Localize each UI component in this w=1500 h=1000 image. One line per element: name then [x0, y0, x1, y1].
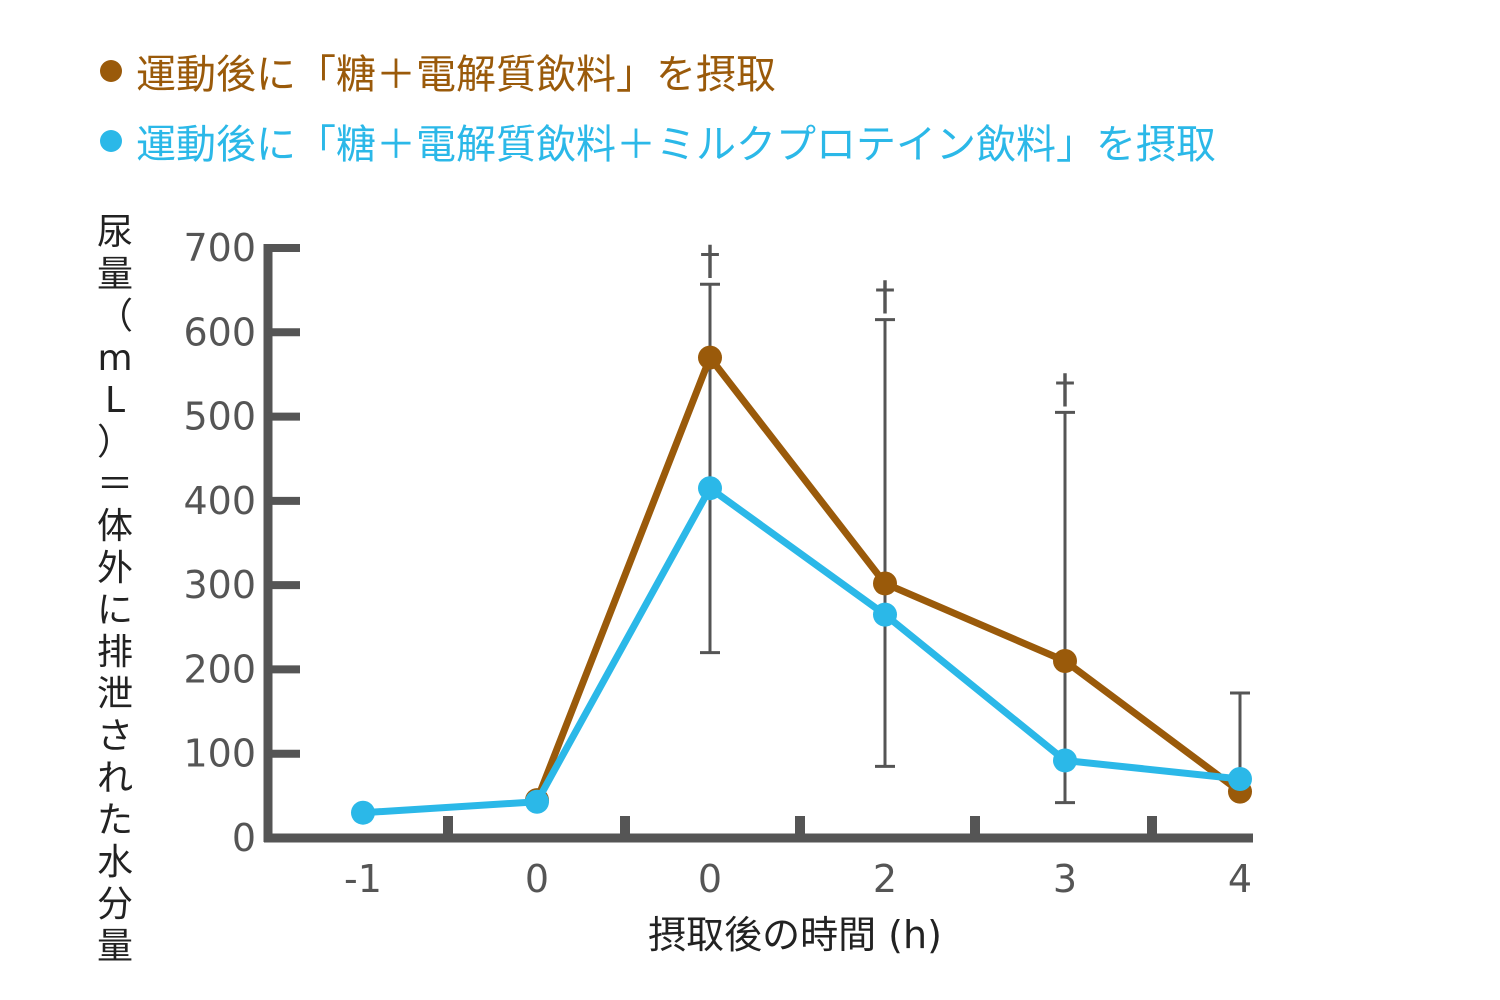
data-point — [525, 789, 549, 814]
data-point — [1228, 767, 1252, 791]
legend-item-milk-protein: 運動後に「糖＋電解質飲料＋ミルクプロテイン飲料」を摂取 — [100, 106, 1216, 176]
y-axis-title-char: 排 — [96, 632, 133, 673]
data-point — [698, 345, 722, 370]
significance-dagger: † — [875, 274, 895, 320]
y-tick-label: 200 — [183, 647, 256, 691]
y-axis-title-char: 量 — [96, 254, 133, 295]
series-line-2 — [362, 484, 1241, 817]
y-axis-title-char: に — [96, 590, 133, 631]
data-point — [873, 602, 897, 627]
y-axis-title-char: 外 — [96, 548, 133, 589]
legend: 運動後に「糖＋電解質飲料」を摂取 運動後に「糖＋電解質飲料＋ミルクプロテイン飲料… — [100, 36, 1216, 176]
y-tick-label: 300 — [183, 563, 256, 607]
data-point — [698, 476, 722, 501]
legend-item-sugar-electrolyte: 運動後に「糖＋電解質飲料」を摂取 — [100, 36, 1216, 106]
y-axis-title-char: L — [104, 380, 126, 421]
y-axis-title-char: 水 — [96, 842, 133, 883]
data-point — [873, 571, 897, 596]
significance-dagger: † — [700, 238, 720, 284]
data-point — [1053, 748, 1077, 773]
y-tick-label: 0 — [232, 816, 256, 860]
y-axis-title-char: ） — [96, 422, 133, 463]
y-axis-title-char: ＝ — [96, 464, 133, 505]
x-tick-label: 0 — [698, 857, 722, 901]
x-tick-label: 3 — [1053, 857, 1077, 901]
y-axis-title-char: 体 — [96, 506, 133, 547]
y-tick-label: 500 — [183, 395, 256, 439]
x-tick-label: 2 — [873, 857, 897, 901]
y-axis-title-char: m — [97, 338, 133, 379]
y-axis-title-char: さ — [96, 716, 133, 757]
y-axis-title-char: た — [96, 800, 133, 841]
legend-label: 運動後に「糖＋電解質飲料」を摂取 — [136, 52, 776, 98]
y-tick-label: 400 — [183, 479, 256, 523]
y-axis-title-char: 泄 — [96, 674, 133, 715]
y-axis-title-char: れ — [96, 758, 133, 799]
y-axis-title-char: 尿 — [96, 212, 133, 253]
y-axis-title-char: 分 — [96, 884, 133, 925]
data-point — [351, 800, 375, 825]
x-tick-label: 0 — [525, 857, 549, 901]
x-tick-label: -1 — [344, 857, 382, 901]
x-tick-label: 4 — [1228, 857, 1252, 901]
significance-dagger: † — [1055, 366, 1075, 412]
y-tick-label: 600 — [183, 310, 256, 354]
legend-dot-blue — [100, 130, 122, 152]
data-point — [1053, 649, 1077, 673]
x-axis-title: 摂取後の時間 (h) — [648, 913, 942, 957]
legend-dot-brown — [100, 60, 122, 82]
y-axis-title: 尿量（m L）＝体外に排泄された水分量 — [80, 212, 150, 968]
y-axis-title-unit: （m L） — [97, 296, 133, 464]
y-axis-title-char: 量 — [96, 926, 133, 967]
y-axis-title-char: （ — [96, 296, 133, 337]
y-tick-label: 100 — [183, 732, 256, 776]
legend-label: 運動後に「糖＋電解質飲料＋ミルクプロテイン飲料」を摂取 — [136, 122, 1216, 168]
y-tick-label: 700 — [183, 226, 256, 270]
